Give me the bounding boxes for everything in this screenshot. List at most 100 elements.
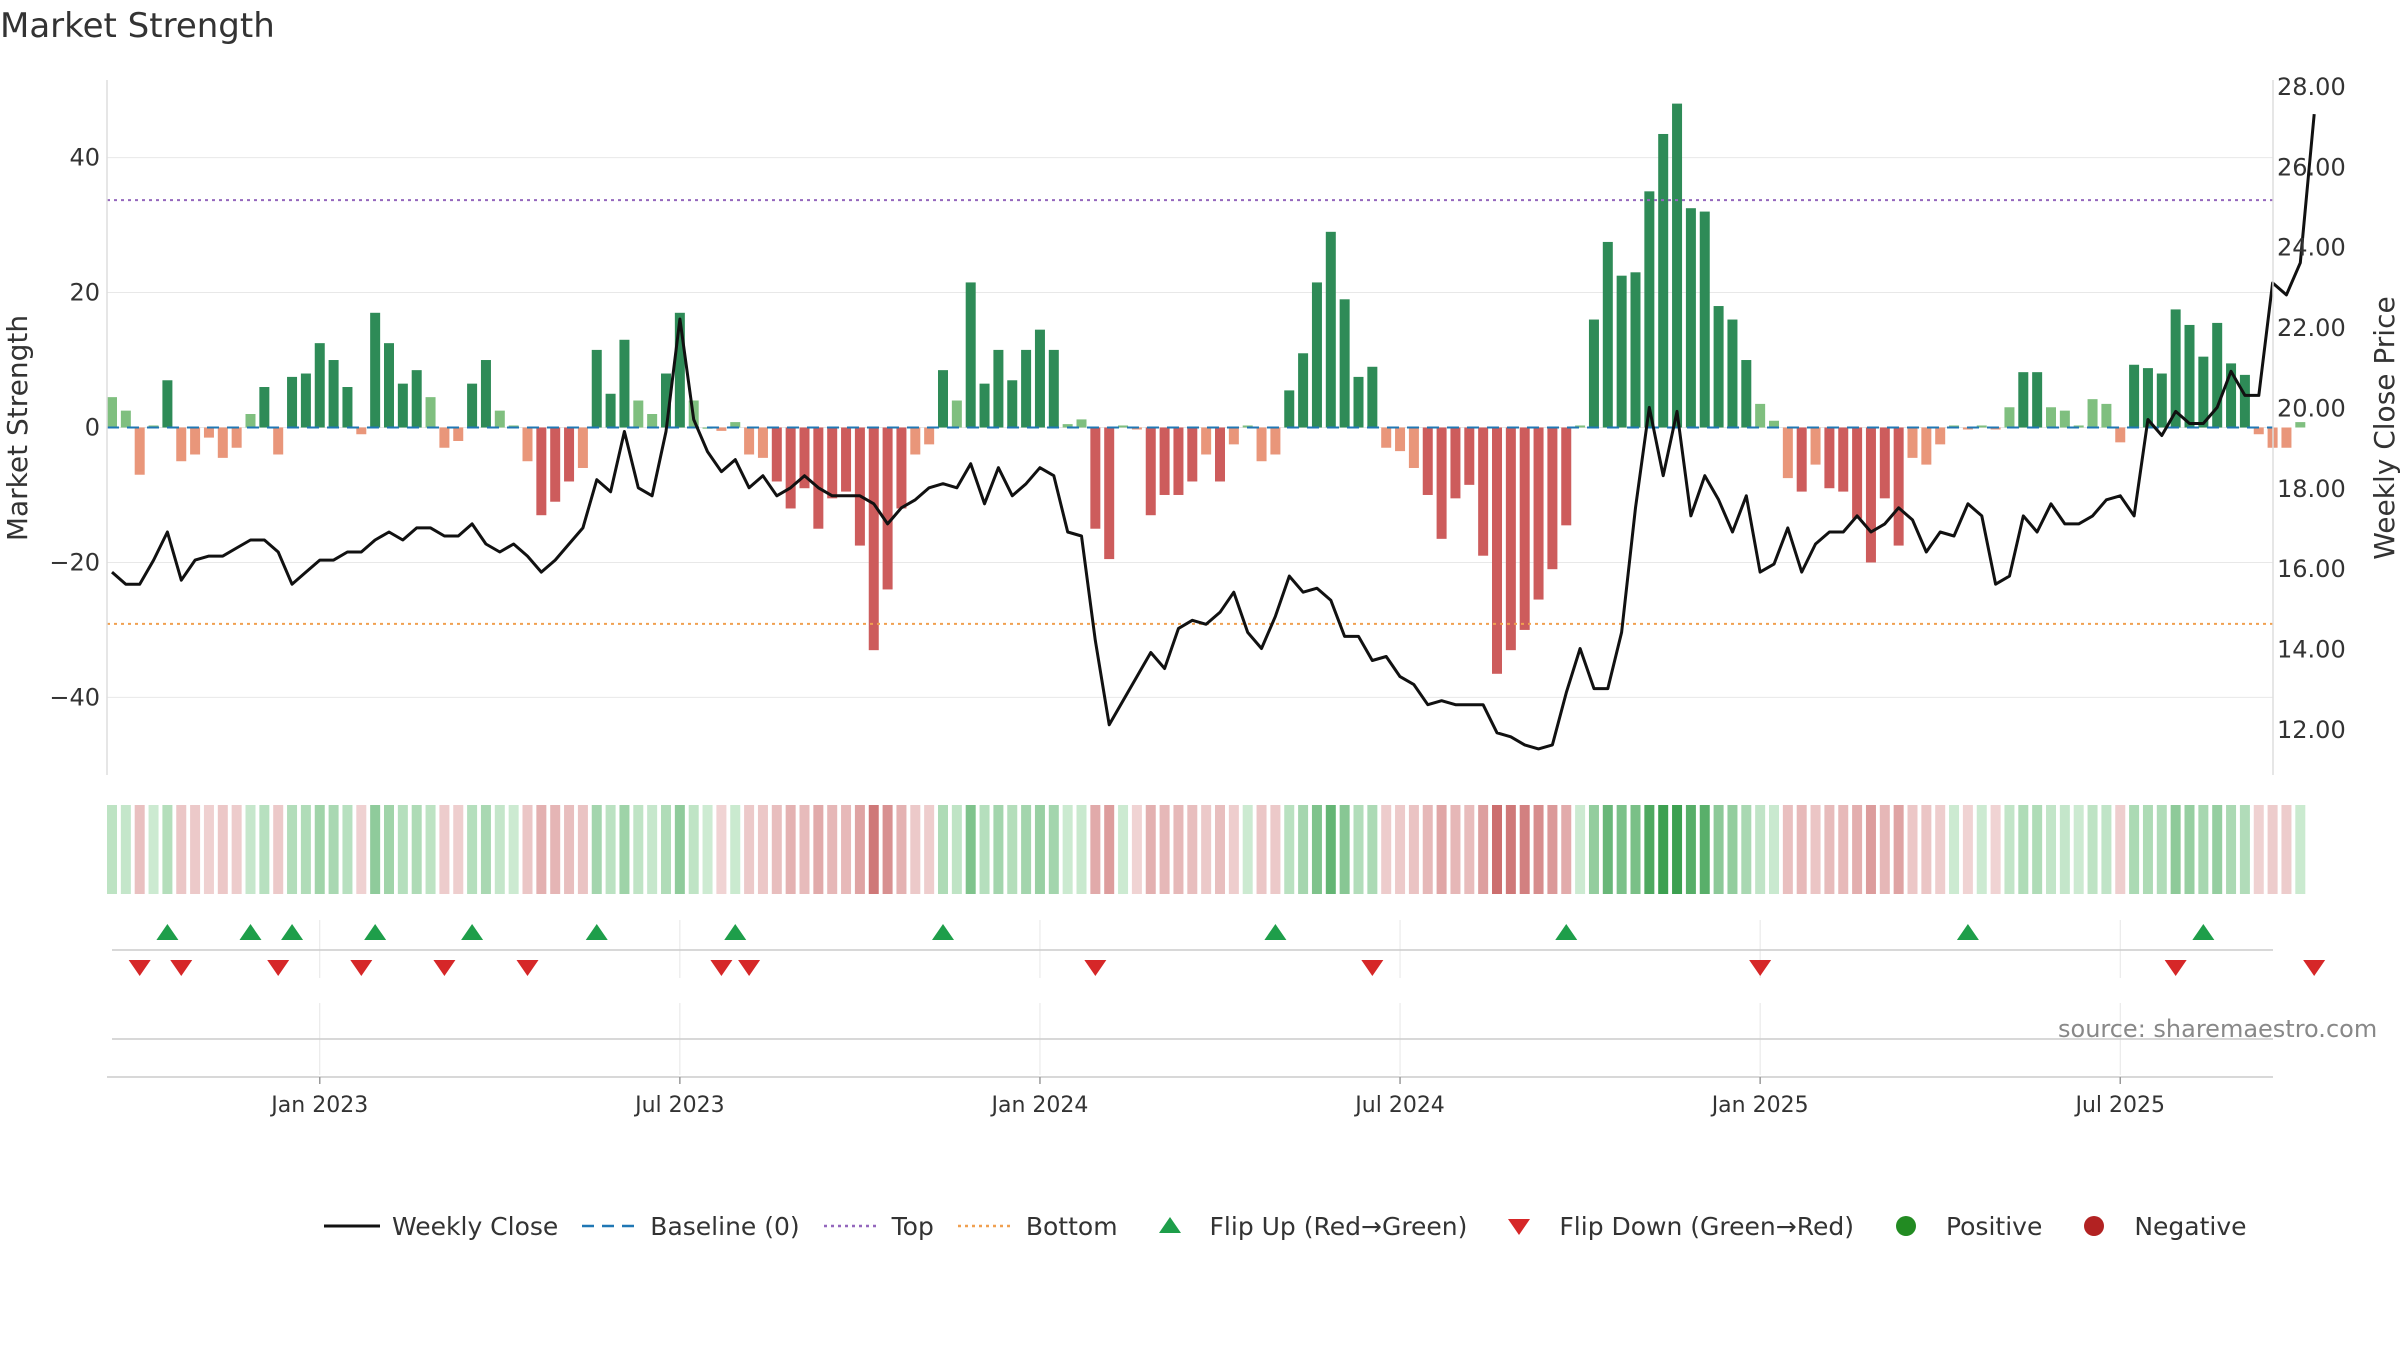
strength-bar bbox=[1408, 427, 1419, 468]
strength-bar bbox=[1990, 427, 2001, 430]
heat-cell bbox=[1325, 805, 1336, 894]
right-tick-label: 18.00 bbox=[2277, 475, 2346, 503]
heat-cell bbox=[1228, 805, 1239, 894]
heat-cell bbox=[619, 805, 630, 894]
heat-cell bbox=[1436, 805, 1447, 894]
heat-cell bbox=[1879, 805, 1890, 894]
strength-bar bbox=[2032, 372, 2043, 428]
strength-bar bbox=[2059, 410, 2070, 428]
heat-cell bbox=[300, 805, 311, 894]
strength-bar bbox=[1630, 272, 1641, 428]
x-tick-label: Jan 2025 bbox=[1710, 1093, 1809, 1118]
strength-bar bbox=[1256, 427, 1267, 462]
heat-cell bbox=[841, 805, 852, 894]
strength-bar bbox=[1852, 427, 1863, 519]
strength-bar bbox=[1962, 427, 1973, 430]
strength-bar bbox=[2295, 422, 2306, 428]
heat-cell bbox=[397, 805, 408, 894]
strength-bar bbox=[259, 387, 270, 428]
heat-cell bbox=[1145, 805, 1156, 894]
strength-bar bbox=[2087, 399, 2098, 428]
heat-cell bbox=[661, 805, 671, 894]
strength-bar bbox=[1228, 427, 1239, 445]
strength-bar bbox=[494, 410, 505, 428]
strength-bar bbox=[1145, 427, 1156, 516]
strength-bar bbox=[287, 376, 298, 428]
heat-cell bbox=[882, 805, 893, 894]
flip-down-marker bbox=[516, 960, 539, 976]
strength-bar bbox=[1464, 427, 1475, 485]
strength-bar bbox=[564, 427, 575, 482]
strength-bar bbox=[2115, 427, 2126, 443]
strength-bar bbox=[1838, 427, 1849, 492]
strength-bar bbox=[2073, 425, 2084, 428]
heat-cell bbox=[1990, 805, 2001, 894]
strength-bar bbox=[1007, 380, 1018, 428]
heat-cell bbox=[1242, 805, 1253, 894]
flip-up-marker bbox=[1956, 924, 1979, 940]
heat-cell bbox=[522, 805, 533, 894]
legend-item: Top bbox=[822, 1211, 934, 1241]
heat-cell bbox=[148, 805, 159, 894]
heat-cell bbox=[591, 805, 602, 894]
strength-bar bbox=[619, 339, 630, 428]
strength-bar bbox=[1422, 427, 1433, 495]
heat-cell bbox=[1519, 805, 1530, 894]
heat-cell bbox=[1007, 805, 1018, 894]
strength-bar bbox=[1021, 349, 1032, 428]
heat-cell bbox=[1367, 805, 1378, 894]
strength-bar bbox=[1685, 208, 1696, 428]
strength-bar bbox=[1935, 427, 1946, 445]
strength-bar bbox=[1381, 427, 1392, 448]
strength-bar bbox=[2170, 309, 2181, 428]
strength-bar bbox=[1159, 427, 1170, 495]
heat-cell bbox=[190, 805, 201, 894]
heat-cell bbox=[2073, 805, 2084, 894]
heat-cell bbox=[577, 805, 588, 894]
heat-cell bbox=[2226, 805, 2237, 894]
strength-bar bbox=[1201, 427, 1212, 455]
strength-bar bbox=[1325, 231, 1336, 428]
heat-cell bbox=[1284, 805, 1295, 894]
heat-cell bbox=[1976, 805, 1987, 894]
strength-bar bbox=[1865, 427, 1876, 563]
right-tick-label: 26.00 bbox=[2277, 153, 2346, 181]
left-axis-title: Market Strength bbox=[1, 315, 34, 541]
strength-bar bbox=[370, 312, 381, 428]
heat-cell bbox=[1865, 805, 1876, 894]
heat-cell bbox=[1021, 805, 1032, 894]
strength-bar bbox=[744, 427, 755, 455]
heat-cell bbox=[1422, 805, 1433, 894]
legend-label: Negative bbox=[2134, 1211, 2247, 1241]
strength-bar bbox=[1713, 306, 1724, 428]
right-axis-title: Weekly Close Price bbox=[2368, 296, 2400, 559]
heat-cell bbox=[2101, 805, 2112, 894]
strength-bar bbox=[1367, 366, 1378, 428]
heat-cell bbox=[2032, 805, 2043, 894]
legend-label: Positive bbox=[1945, 1211, 2043, 1241]
strength-bar bbox=[120, 410, 131, 428]
strength-bar bbox=[1810, 427, 1821, 465]
heat-cell bbox=[2018, 805, 2029, 894]
strength-bar bbox=[854, 427, 865, 546]
strength-bar bbox=[868, 427, 879, 651]
heat-cell bbox=[384, 805, 394, 894]
strength-bar bbox=[273, 427, 284, 455]
source-credit: source: sharemaestro.com bbox=[2058, 1015, 2378, 1043]
strength-bar bbox=[1353, 376, 1364, 428]
strength-bar bbox=[716, 427, 727, 431]
flip-up-marker bbox=[1264, 924, 1287, 940]
heat-cell bbox=[1935, 805, 1946, 894]
heat-cell bbox=[1034, 805, 1045, 894]
flip-up-marker bbox=[281, 924, 304, 940]
strength-bar bbox=[425, 397, 436, 428]
strength-bar bbox=[231, 427, 242, 448]
strength-bar bbox=[1215, 427, 1225, 482]
heat-cell bbox=[550, 805, 561, 894]
strength-bar bbox=[1118, 425, 1129, 428]
heat-cell bbox=[785, 805, 796, 894]
legend-item: Flip Up (Red→Green) bbox=[1140, 1211, 1467, 1241]
strength-bar bbox=[1672, 103, 1683, 428]
strength-bar bbox=[813, 427, 824, 529]
heat-cell bbox=[827, 805, 838, 894]
